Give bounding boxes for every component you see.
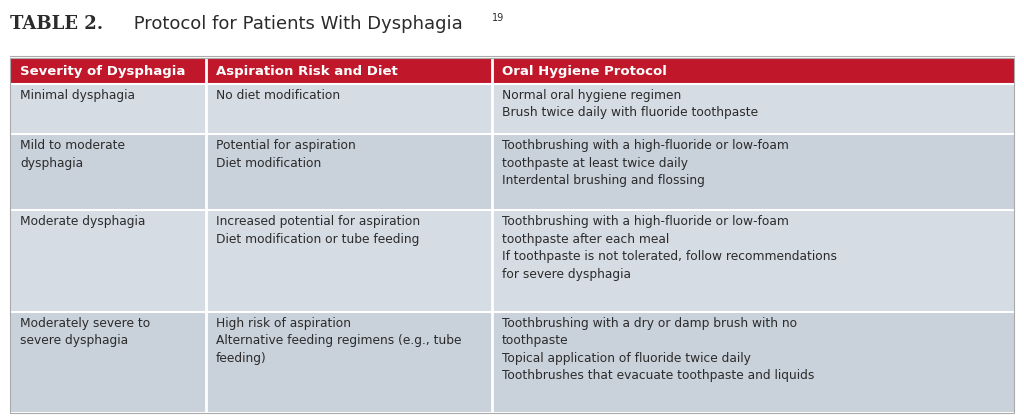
Bar — [10, 311, 1014, 413]
Text: Oral Hygiene Protocol: Oral Hygiene Protocol — [502, 65, 667, 78]
Text: 19: 19 — [492, 13, 504, 23]
Text: TABLE 2.: TABLE 2. — [10, 15, 103, 33]
Text: Toothbrushing with a high-fluoride or low-foam
toothpaste after each meal
If too: Toothbrushing with a high-fluoride or lo… — [502, 215, 838, 281]
Text: Mild to moderate
dysphagia: Mild to moderate dysphagia — [20, 139, 126, 170]
Text: Normal oral hygiene regimen
Brush twice daily with fluoride toothpaste: Normal oral hygiene regimen Brush twice … — [502, 89, 759, 119]
Text: Potential for aspiration
Diet modification: Potential for aspiration Diet modificati… — [216, 139, 356, 170]
Text: Moderately severe to
severe dysphagia: Moderately severe to severe dysphagia — [20, 317, 151, 347]
Text: Aspiration Risk and Diet: Aspiration Risk and Diet — [216, 65, 398, 78]
Bar — [10, 84, 1014, 134]
Text: Toothbrushing with a dry or damp brush with no
toothpaste
Topical application of: Toothbrushing with a dry or damp brush w… — [502, 317, 814, 382]
Text: High risk of aspiration
Alternative feeding regimens (e.g., tube
feeding): High risk of aspiration Alternative feed… — [216, 317, 462, 364]
Text: Minimal dysphagia: Minimal dysphagia — [20, 89, 135, 102]
Text: Protocol for Patients With Dysphagia: Protocol for Patients With Dysphagia — [128, 15, 463, 33]
Bar — [10, 134, 1014, 210]
Text: Severity of Dysphagia: Severity of Dysphagia — [20, 65, 185, 78]
Text: Toothbrushing with a high-fluoride or low-foam
toothpaste at least twice daily
I: Toothbrushing with a high-fluoride or lo… — [502, 139, 790, 187]
Bar — [10, 210, 1014, 311]
Text: No diet modification: No diet modification — [216, 89, 340, 102]
Text: Increased potential for aspiration
Diet modification or tube feeding: Increased potential for aspiration Diet … — [216, 215, 420, 246]
Text: Moderate dysphagia: Moderate dysphagia — [20, 215, 145, 228]
Bar — [10, 58, 1014, 413]
Bar — [10, 58, 1014, 84]
